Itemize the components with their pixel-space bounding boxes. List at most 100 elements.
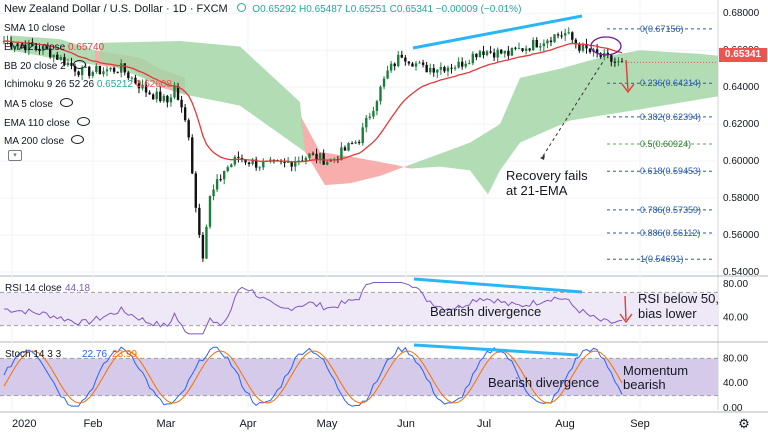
indicator-label: BB 20 close 2: [4, 61, 66, 72]
candle-body: [496, 49, 499, 58]
candle-body: [48, 48, 52, 58]
candle-body: [354, 142, 357, 144]
candle-body: [144, 84, 148, 93]
candles[interactable]: [2, 27, 624, 262]
time-tick-label: Sep: [630, 418, 650, 430]
candle-body: [27, 42, 31, 51]
candle-body: [137, 83, 141, 89]
candle-body: [549, 40, 553, 43]
symbol-title[interactable]: New Zealand Dollar / U.S. Dollar · 1D · …: [4, 3, 228, 15]
candle-body: [187, 120, 190, 138]
candle-body: [130, 77, 134, 79]
candle-body: [102, 71, 105, 75]
indicator-label: MA 200 close: [4, 136, 65, 147]
fibonacci-levels: 0(0.67156) 0.236(0.64214) 0.382(0.62394) 0.…: [607, 24, 712, 264]
rsi-title: RSI 14 close: [5, 283, 62, 294]
candle-body: [98, 65, 102, 75]
candle-body: [503, 50, 506, 54]
stoch-band: [0, 358, 718, 396]
candle-body: [230, 164, 233, 168]
candle-body: [41, 46, 45, 52]
highlight-circle: [590, 36, 622, 56]
candle-body: [269, 159, 272, 161]
candle-body: [169, 97, 173, 103]
indicator-legend-5[interactable]: EMA 110 close: [4, 117, 90, 129]
candle-body: [588, 48, 592, 53]
candle-body: [240, 157, 244, 160]
annotation-recovery-2: at 21-EMA: [506, 183, 568, 198]
candle-body: [244, 159, 247, 163]
candle-body: [411, 63, 414, 67]
candle-body: [382, 78, 386, 87]
candle-body: [162, 95, 166, 102]
candle-body: [425, 64, 428, 73]
indicator-legend-2[interactable]: BB 20 close 2: [4, 60, 86, 72]
candle-body: [77, 71, 80, 76]
fib-label: 0(0.67156): [640, 24, 684, 34]
gear-icon[interactable]: ⚙: [738, 416, 750, 431]
indicator-legend-0[interactable]: SMA 10 close: [4, 23, 65, 34]
price-tick-label: 0.64000: [723, 82, 760, 93]
candle-body: [514, 47, 517, 49]
stoch-k-value: 22.76: [82, 349, 107, 360]
down-arrow-price-head: [621, 83, 635, 94]
candle-body: [471, 53, 475, 64]
indicator-legend-3[interactable]: Ichimoku 9 26 52 26 0.65212 0.62608: [4, 79, 172, 90]
annotation-recovery: Recovery fails: [506, 168, 588, 183]
indicator-label: SMA 10: [4, 23, 40, 34]
collapse-legend-button[interactable]: ▾: [8, 150, 22, 161]
eye-hidden-icon[interactable]: [70, 135, 84, 144]
candle-body: [262, 161, 265, 168]
candle-body: [464, 63, 467, 67]
candle-body: [450, 67, 453, 69]
symbol-header[interactable]: New Zealand Dollar / U.S. Dollar · 1D · …: [4, 3, 521, 15]
rsi-tick-label: 40.00: [723, 312, 748, 323]
candle-body: [17, 44, 20, 47]
annotation-rsi-bias-2: bias lower: [638, 306, 697, 321]
candle-body: [418, 62, 421, 64]
candle-body: [500, 49, 503, 54]
indicator-legend-4[interactable]: MA 5 close: [4, 98, 73, 110]
candle-body: [205, 226, 208, 259]
candle-body: [215, 179, 219, 190]
price-tick-label: 0.62000: [723, 119, 760, 130]
candle-body: [208, 196, 212, 227]
candle-body: [84, 66, 87, 68]
candle-body: [553, 34, 556, 43]
price-trendline: [412, 14, 583, 50]
down-arrow-price: [625, 59, 629, 91]
candle-body: [563, 33, 567, 36]
eye-hidden-icon[interactable]: [59, 98, 73, 107]
stoch-d-line: [3, 350, 623, 404]
candle-body: [460, 61, 464, 67]
candle-body: [432, 68, 435, 73]
annotation-rsi-bias: RSI below 50,: [638, 291, 719, 306]
candle-body: [357, 142, 361, 144]
candle-body: [315, 153, 318, 160]
candle-body: [578, 44, 581, 51]
ema-21-line: [3, 40, 623, 163]
time-tick-label: Aug: [555, 418, 575, 430]
live-dot-icon: [236, 3, 246, 12]
candle-body: [560, 35, 563, 37]
candle-body: [350, 143, 354, 145]
indicator-legend-1[interactable]: EMA 21 close 0.65740: [4, 42, 104, 53]
indicator-legend-6[interactable]: MA 200 close: [4, 135, 84, 147]
candle-body: [485, 51, 489, 56]
candle-body: [116, 71, 119, 73]
eye-hidden-icon[interactable]: [72, 60, 86, 69]
candle-body: [528, 48, 531, 51]
candle-body: [489, 51, 492, 53]
candle-body: [283, 162, 286, 164]
candle-body: [443, 66, 446, 72]
indicator-value: 0.65212: [96, 79, 133, 90]
candle-body: [539, 46, 542, 48]
candle-body: [620, 61, 624, 63]
eye-hidden-icon[interactable]: [76, 117, 90, 126]
candle-body: [88, 66, 91, 76]
candle-body: [201, 234, 205, 259]
candle-body: [372, 110, 375, 117]
cloud-bullish-segment: [100, 40, 305, 152]
candle-body: [393, 63, 396, 67]
candle-body: [386, 70, 389, 79]
